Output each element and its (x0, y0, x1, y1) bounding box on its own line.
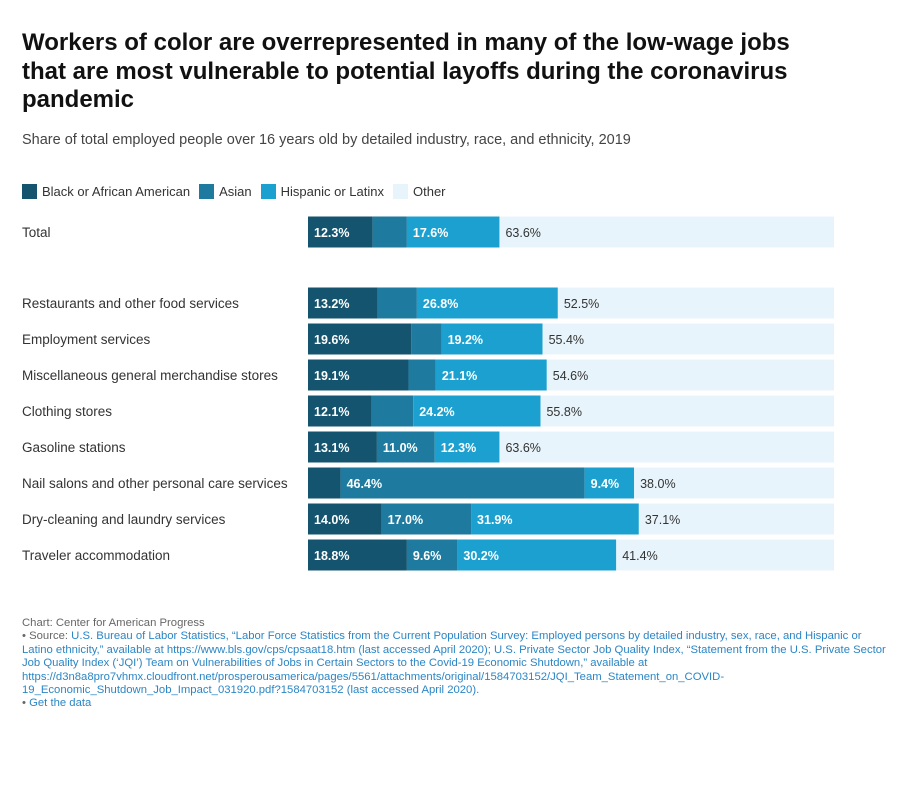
chart-source: • Source: U.S. Bureau of Labor Statistic… (22, 630, 887, 697)
legend-label-asian: Asian (219, 184, 252, 199)
data-label-black: 12.3% (314, 226, 349, 240)
chart-subtitle: Share of total employed people over 16 y… (22, 132, 631, 148)
category-label: Dry-cleaning and laundry services (22, 512, 226, 527)
data-label-hispanic: 26.8% (423, 297, 458, 311)
legend-item-hispanic: Hispanic or Latinx (260, 184, 384, 199)
data-label-other: 55.4% (549, 333, 584, 347)
bar-asian (408, 359, 436, 391)
bar-black (308, 431, 377, 463)
data-label-hispanic: 24.2% (419, 405, 454, 419)
category-label: Total (22, 225, 51, 240)
legend-swatch-hispanic (260, 184, 276, 199)
data-label-other: 41.4% (622, 549, 657, 563)
data-label-hispanic: 31.9% (477, 513, 512, 527)
data-label-asian: 46.4% (347, 477, 382, 491)
bar-black (308, 395, 372, 427)
legend-item-black: Black or African American (22, 184, 190, 199)
bar-hispanic (457, 539, 617, 571)
data-label-other: 38.0% (640, 477, 675, 491)
data-label-black: 18.8% (314, 549, 349, 563)
data-label-other: 63.6% (505, 441, 540, 455)
bar-other (542, 323, 834, 355)
legend-swatch-other (392, 184, 408, 199)
data-label-hispanic: 19.2% (448, 333, 483, 347)
bar-black (308, 359, 409, 391)
bar-hispanic (416, 287, 558, 319)
bar-black (308, 323, 412, 355)
bar-hispanic (435, 359, 547, 391)
chart-credit: Chart: Center for American Progress (22, 617, 205, 629)
bar-other (616, 539, 834, 571)
data-label-hispanic: 30.2% (463, 549, 498, 563)
legend-item-other: Other (392, 184, 446, 199)
data-label-black: 13.1% (314, 441, 349, 455)
bar-hispanic (434, 431, 500, 463)
legend-swatch-asian (199, 184, 215, 199)
data-label-hispanic: 21.1% (442, 369, 477, 383)
source-prefix: • Source: (22, 630, 72, 643)
legend-swatch-black (22, 184, 37, 199)
stacked-bar-chart: Total 12.3% 17.6% 63.6% Restaurants and othe… (22, 216, 834, 571)
bar-hispanic (413, 395, 541, 427)
data-label-black: 19.6% (314, 333, 349, 347)
bar-asian (340, 467, 585, 499)
bar-hispanic (584, 467, 635, 499)
source-link[interactable]: U.S. Bureau of Labor Statistics, “Labor … (22, 630, 886, 697)
data-label-hispanic: 17.6% (413, 226, 448, 240)
category-label: Restaurants and other food services (22, 296, 239, 311)
legend-label-other: Other (412, 184, 446, 199)
category-label: Miscellaneous general merchandise stores (22, 368, 278, 383)
category-label: Employment services (22, 332, 151, 347)
bar-black (308, 216, 373, 248)
bar-asian (372, 216, 407, 248)
bar-asian (376, 431, 435, 463)
legend-item-asian: Asian (199, 184, 252, 199)
data-label-black: 14.0% (314, 513, 349, 527)
bar-hispanic (471, 503, 639, 535)
bar-other (540, 395, 834, 427)
bar-other (638, 503, 834, 535)
bar-hispanic (441, 323, 543, 355)
category-label: Gasoline stations (22, 440, 126, 455)
bar-black (308, 503, 382, 535)
legend-label-hispanic: Hispanic or Latinx (280, 184, 384, 199)
data-label-black: 13.2% (314, 297, 349, 311)
get-data-link[interactable]: Get the data (29, 697, 92, 710)
data-label-asian: 11.0% (383, 441, 418, 455)
category-label: Clothing stores (22, 404, 112, 419)
bar-other (546, 359, 834, 391)
bar-asian (381, 503, 472, 535)
data-label-black: 19.1% (314, 369, 349, 383)
data-label-other: 54.6% (553, 369, 588, 383)
bar-other (634, 467, 834, 499)
bar-black (308, 287, 378, 319)
data-label-hispanic: 9.4% (591, 477, 620, 491)
data-label-asian: 9.6% (413, 549, 442, 563)
legend: Black or African American Asian Hispanic… (22, 184, 455, 199)
bar-other (499, 431, 834, 463)
data-label-other: 52.5% (564, 297, 599, 311)
bar-other (499, 216, 834, 248)
bar-black (308, 539, 407, 571)
legend-label-black: Black or African American (42, 184, 191, 199)
bar-black (308, 467, 341, 499)
data-label-hispanic: 12.3% (441, 441, 476, 455)
bar-asian (371, 395, 414, 427)
bar-asian (406, 539, 458, 571)
chart-title: Workers of color are overrepresented in … (22, 29, 790, 113)
bar-other (557, 287, 834, 319)
category-label: Traveler accommodation (22, 548, 170, 563)
chart-footer: Chart: Center for American Progress • So… (22, 617, 887, 711)
data-label-asian: 17.0% (388, 513, 423, 527)
data-label-other: 37.1% (645, 513, 680, 527)
get-data: • Get the data (22, 697, 887, 710)
bar-hispanic (406, 216, 500, 248)
bar-asian (411, 323, 442, 355)
category-label: Nail salons and other personal care serv… (22, 476, 288, 491)
bar-asian (377, 287, 417, 319)
data-label-black: 12.1% (314, 405, 349, 419)
data-label-other: 63.6% (505, 226, 540, 240)
get-data-prefix: • (22, 697, 30, 710)
data-label-other: 55.8% (546, 405, 581, 419)
